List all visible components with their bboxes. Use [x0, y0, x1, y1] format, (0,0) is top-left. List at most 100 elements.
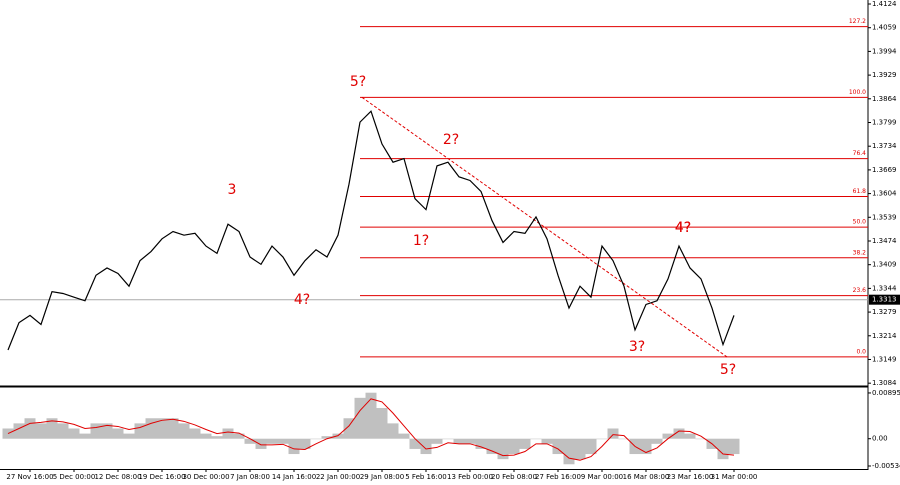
x-tick-label: 12 Dec 08:00 — [94, 473, 141, 481]
macd-bar — [178, 423, 190, 439]
wave-label: 5? — [720, 362, 736, 378]
y-tick-label: 1.3214 — [872, 332, 897, 340]
macd-bar — [552, 438, 564, 455]
macd-bar — [343, 418, 355, 439]
y-tick-label: 1.3344 — [872, 284, 897, 292]
macd-bar — [365, 392, 377, 439]
x-tick-label: 19 Dec 16:00 — [138, 473, 185, 481]
fib-label: 100.0 — [849, 89, 866, 96]
macd-bar — [354, 397, 366, 439]
x-tick-label: 27 Feb 16:00 — [535, 473, 581, 481]
y-tick-label: 1.3799 — [872, 119, 897, 127]
macd-bar — [277, 438, 289, 444]
wave-label: 3? — [629, 339, 645, 355]
macd-bar — [728, 438, 740, 455]
macd-bar — [486, 438, 498, 455]
macd-bar — [563, 438, 575, 465]
macd-bar — [475, 438, 487, 449]
y-tick-label: 1.3929 — [872, 71, 897, 79]
x-tick-label: 9 Mar 00:00 — [581, 473, 623, 481]
x-tick-label: 31 Mar 00:00 — [711, 473, 758, 481]
wave-label: 4? — [675, 220, 691, 236]
y-tick-label: 1.3669 — [872, 166, 897, 174]
macd-bar — [497, 438, 509, 460]
macd-bar — [57, 423, 69, 439]
y-tick-label: 1.3149 — [872, 355, 897, 363]
macd-bar — [24, 418, 36, 439]
fib-label: 61.8 — [853, 188, 867, 195]
macd-bar — [684, 433, 696, 439]
macd-bar — [134, 423, 146, 439]
x-tick-label: 30 Dec 00:00 — [182, 473, 229, 481]
macd-bar — [651, 438, 663, 444]
macd-bar — [420, 438, 432, 455]
wave-label: 4? — [675, 220, 691, 236]
macd-bar — [519, 438, 531, 449]
macd-bar — [409, 438, 421, 449]
macd-bar — [640, 438, 652, 455]
x-tick-label: 29 Jan 08:00 — [360, 473, 404, 481]
macd-bar — [167, 418, 179, 439]
x-tick-label: 14 Jan 16:00 — [272, 473, 316, 481]
macd-bar — [673, 428, 685, 439]
macd-bar — [90, 423, 102, 439]
macd-bar — [255, 438, 267, 449]
macd-bar — [156, 418, 168, 439]
y-tick-label: 1.3084 — [872, 379, 897, 387]
fib-label: 38.2 — [853, 249, 867, 256]
y-tick-label: -0.00534 — [872, 462, 900, 470]
macd-bar — [321, 436, 333, 439]
signal-line — [7, 398, 735, 461]
fib-label: 76.4 — [853, 150, 867, 157]
macd-bar — [464, 438, 476, 444]
macd-bar — [200, 433, 212, 439]
y-tick-label: 1.3279 — [872, 308, 897, 316]
macd-bar — [442, 438, 454, 440]
macd-bar — [299, 438, 311, 449]
macd-bar — [508, 438, 520, 455]
y-tick-label: 1.3604 — [872, 190, 897, 198]
x-tick-label: 23 Mar 16:00 — [667, 473, 714, 481]
macd-bar — [123, 433, 135, 439]
macd-bar — [35, 423, 47, 439]
fib-label: 127.2 — [849, 18, 866, 25]
y-tick-label: 1.3409 — [872, 261, 897, 269]
macd-bar — [717, 438, 729, 460]
macd-bar — [79, 433, 91, 439]
macd-bar — [541, 438, 553, 444]
x-tick-label: 7 Jan 08:00 — [230, 473, 270, 481]
macd-bar — [46, 418, 58, 439]
macd-bar — [310, 438, 322, 440]
wave-label: 4? — [294, 292, 310, 308]
y-tick-label: 1.3994 — [872, 47, 897, 55]
macd-bar — [222, 428, 234, 439]
macd-bar — [112, 428, 124, 439]
wave-label: 1? — [413, 233, 429, 249]
macd-bar — [288, 438, 300, 455]
y-tick-label: 1.4059 — [872, 24, 897, 32]
fib-label: 50.0 — [853, 219, 867, 226]
macd-bar — [574, 438, 586, 460]
macd-bar — [453, 438, 465, 444]
macd-bar — [145, 418, 157, 439]
macd-bar — [233, 433, 245, 439]
macd-bar — [244, 438, 256, 444]
macd-bar — [530, 438, 542, 440]
x-tick-label: 13 Feb 00:00 — [447, 473, 493, 481]
macd-bar — [431, 438, 443, 444]
macd-bar — [398, 433, 410, 439]
fib-label: 23.6 — [853, 287, 867, 294]
x-tick-label: 22 Jan 00:00 — [316, 473, 360, 481]
x-tick-label: 5 Feb 16:00 — [405, 473, 446, 481]
x-tick-label: 16 Mar 08:00 — [623, 473, 670, 481]
y-tick-label: 0.00 — [872, 435, 888, 443]
macd-bar — [266, 438, 278, 444]
y-tick-label: 1.3864 — [872, 95, 897, 103]
wave-label: 5? — [350, 74, 366, 90]
macd-bar — [101, 423, 113, 439]
macd-bar — [376, 408, 388, 439]
x-tick-label: 20 Feb 08:00 — [491, 473, 537, 481]
y-tick-label: 1.3734 — [872, 142, 897, 150]
current-price-box — [869, 294, 900, 305]
